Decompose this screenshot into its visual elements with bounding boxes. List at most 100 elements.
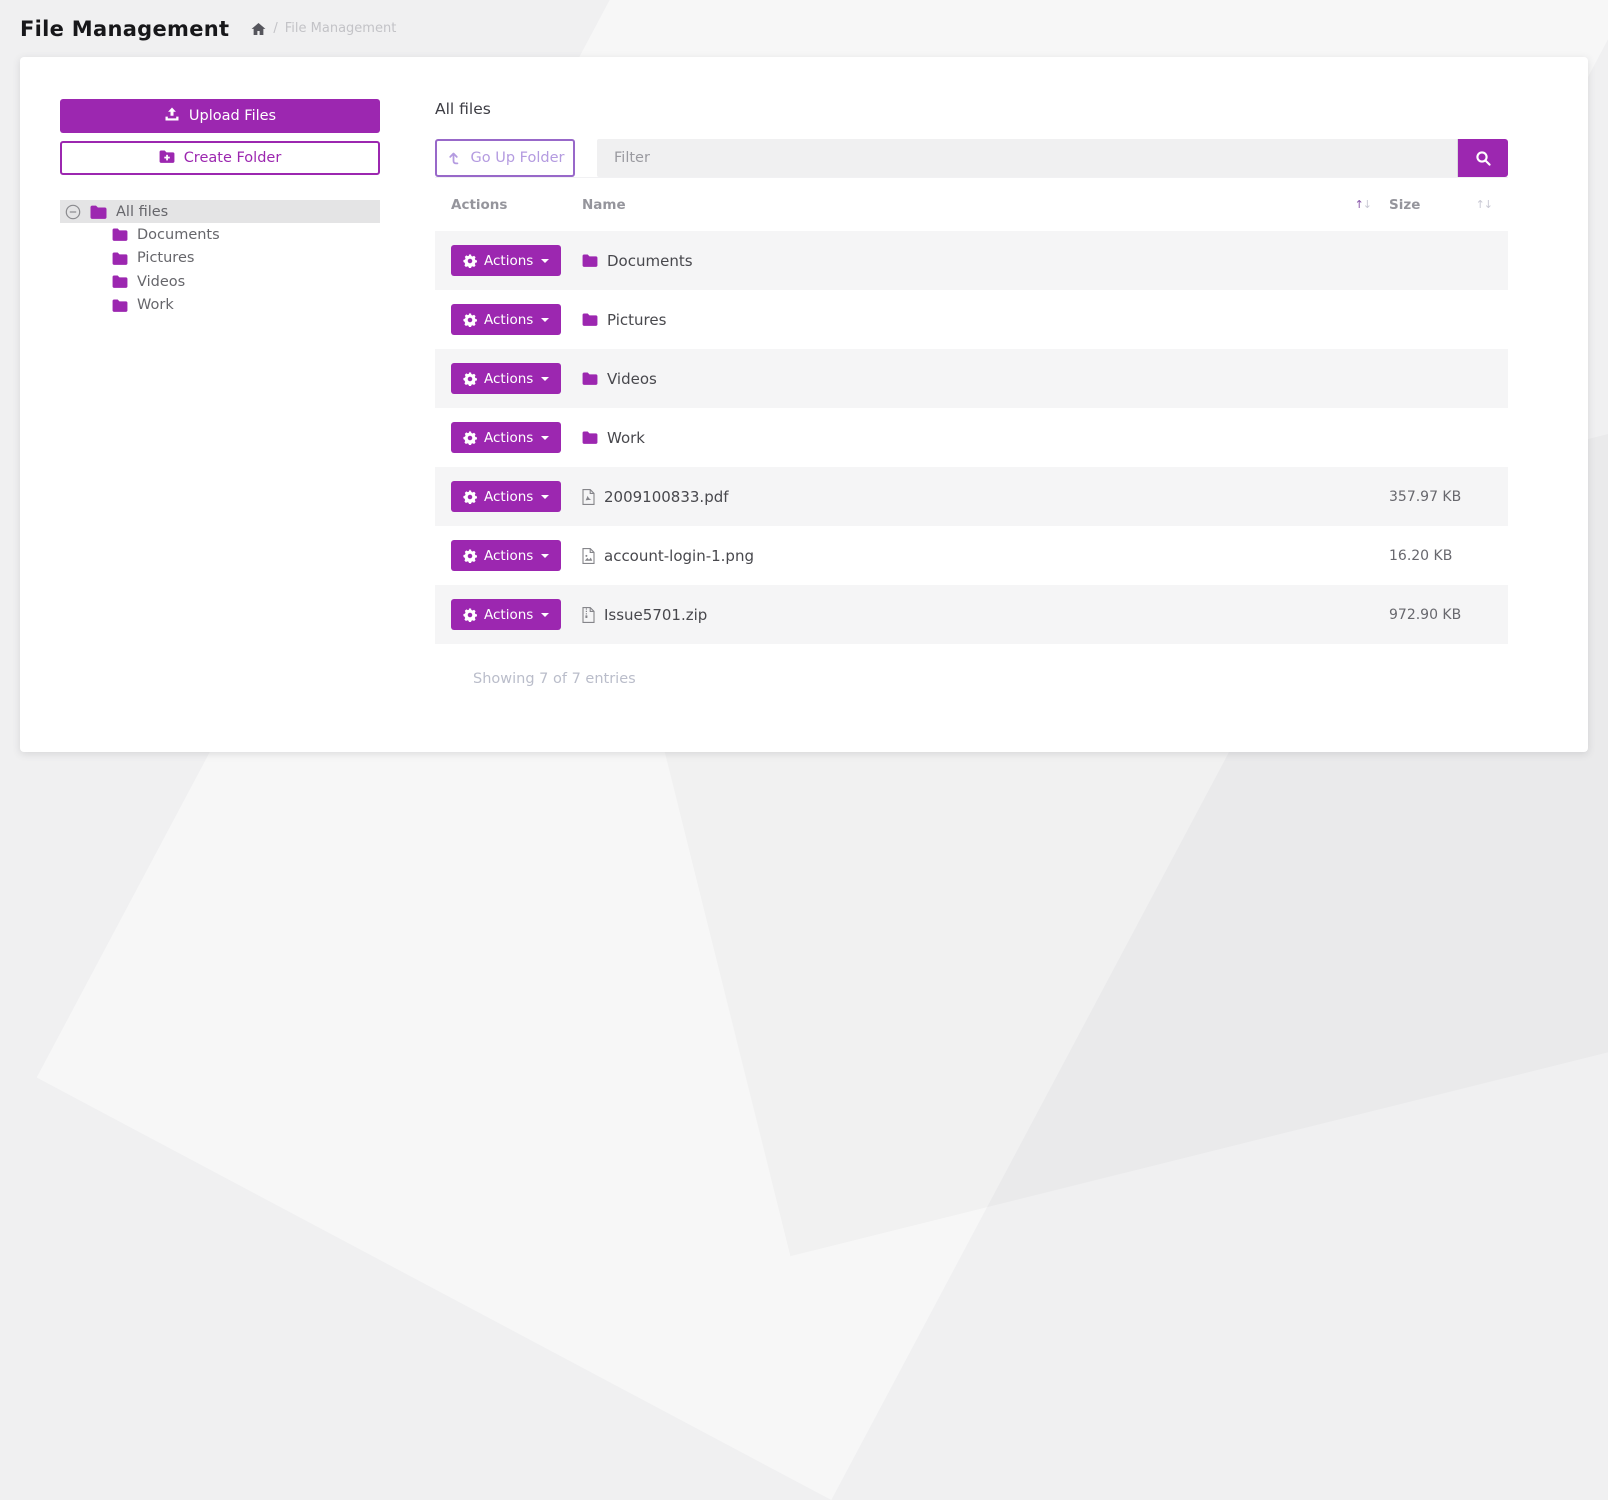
table-header: Actions Name ↑ ↓ Size ↑ ↓ <box>435 177 1508 231</box>
actions-button-label: Actions <box>484 547 534 564</box>
actions-button-label: Actions <box>484 252 534 269</box>
pdf-file-icon <box>582 488 595 505</box>
caret-down-icon <box>541 258 550 263</box>
table-row: Actions 2009100833.pdf 357.97 KB <box>435 467 1508 526</box>
table-row: Actions Pictures <box>435 290 1508 349</box>
actions-button-label: Actions <box>484 370 534 387</box>
entry-name[interactable]: account-login-1.png <box>604 546 754 565</box>
gear-icon <box>463 430 477 445</box>
image-file-icon <box>582 547 595 564</box>
gear-icon <box>463 548 477 563</box>
caret-down-icon <box>541 612 550 617</box>
column-header-size: Size <box>1389 196 1421 213</box>
breadcrumb-current: File Management <box>284 21 397 36</box>
column-header-actions: Actions <box>451 196 508 213</box>
search-icon <box>1475 150 1492 167</box>
entry-size: 357.97 KB <box>1389 488 1462 505</box>
filter-group <box>597 139 1508 177</box>
upload-files-label: Upload Files <box>188 108 277 124</box>
tree-item-label: All files <box>116 203 169 220</box>
entry-name[interactable]: Pictures <box>607 310 667 329</box>
table-row: Actions account-login-1.png 16.20 KB <box>435 526 1508 585</box>
caret-down-icon <box>541 553 550 558</box>
caret-down-icon <box>541 435 550 440</box>
entry-name[interactable]: Documents <box>607 251 693 270</box>
tree-item-videos[interactable]: Videos <box>112 270 380 294</box>
search-button[interactable] <box>1458 139 1508 177</box>
tree-item-all-files[interactable]: All files <box>60 200 380 223</box>
folder-icon <box>112 275 128 289</box>
entry-name[interactable]: Issue5701.zip <box>604 605 708 624</box>
column-header-name: Name <box>582 196 626 213</box>
table-row: Actions Issue5701.zip 972.90 KB <box>435 585 1508 644</box>
tree-item-documents[interactable]: Documents <box>112 223 380 247</box>
filter-input[interactable] <box>597 139 1458 177</box>
row-actions-button[interactable]: Actions <box>451 304 562 335</box>
upload-files-button[interactable]: Upload Files <box>60 99 380 133</box>
top-bar: File Management / File Management <box>0 0 1608 57</box>
sort-size-icon[interactable]: ↑ ↓ <box>1475 198 1493 211</box>
folder-plus-icon <box>159 150 175 167</box>
gear-icon <box>463 253 477 268</box>
file-manager-card: Upload Files Create Folder All files <box>20 57 1588 752</box>
breadcrumb-separator: / <box>273 21 278 36</box>
caret-down-icon <box>541 494 550 499</box>
file-list-panel: All files Go Up Folder Actions <box>435 99 1508 752</box>
page-title: File Management <box>20 16 230 41</box>
caret-down-icon <box>541 317 550 322</box>
folder-icon <box>582 431 598 444</box>
tree-item-label: Work <box>137 297 174 314</box>
file-table-body: Actions Documents Actions Pictures <box>435 231 1508 644</box>
tree-item-work[interactable]: Work <box>112 294 380 318</box>
go-up-folder-label: Go Up Folder <box>470 150 565 166</box>
entry-size: 16.20 KB <box>1389 547 1453 564</box>
row-actions-button[interactable]: Actions <box>451 422 562 453</box>
folder-icon <box>112 299 128 312</box>
row-actions-button[interactable]: Actions <box>451 540 562 571</box>
breadcrumb: / File Management <box>251 21 396 36</box>
tree-item-pictures[interactable]: Pictures <box>112 247 380 271</box>
zip-file-icon <box>582 606 595 623</box>
gear-icon <box>463 489 477 504</box>
folder-icon <box>112 252 128 265</box>
actions-button-label: Actions <box>484 606 534 623</box>
row-actions-button[interactable]: Actions <box>451 363 562 394</box>
gear-icon <box>463 607 477 622</box>
sidebar: Upload Files Create Folder All files <box>60 99 380 752</box>
sort-name-icon[interactable]: ↑ ↓ <box>1354 198 1372 211</box>
upload-icon <box>164 107 180 126</box>
tree-item-label: Videos <box>137 273 186 290</box>
go-up-folder-button[interactable]: Go Up Folder <box>435 139 575 177</box>
minus-circle-icon[interactable] <box>65 204 81 220</box>
gear-icon <box>463 371 477 386</box>
list-controls: Go Up Folder <box>435 139 1508 177</box>
entry-name[interactable]: Videos <box>607 369 657 388</box>
caret-down-icon <box>541 376 550 381</box>
tree-item-label: Documents <box>137 226 220 243</box>
create-folder-button[interactable]: Create Folder <box>60 141 380 175</box>
gear-icon <box>463 312 477 327</box>
folder-icon <box>90 205 107 219</box>
folder-icon <box>582 372 598 385</box>
actions-button-label: Actions <box>484 488 534 505</box>
row-actions-button[interactable]: Actions <box>451 599 562 630</box>
entry-name[interactable]: Work <box>607 428 645 447</box>
table-row: Actions Videos <box>435 349 1508 408</box>
entry-size: 972.90 KB <box>1389 606 1462 623</box>
actions-button-label: Actions <box>484 429 534 446</box>
entry-name[interactable]: 2009100833.pdf <box>604 487 729 506</box>
folder-tree: All files Documents Pictures Videos <box>60 200 380 317</box>
table-row: Actions Documents <box>435 231 1508 290</box>
row-actions-button[interactable]: Actions <box>451 481 562 512</box>
folder-icon <box>112 228 128 242</box>
row-actions-button[interactable]: Actions <box>451 245 562 276</box>
entries-count: Showing 7 of 7 entries <box>473 671 636 687</box>
current-folder-title: All files <box>435 100 491 118</box>
folder-icon <box>582 313 598 326</box>
home-icon[interactable] <box>251 22 266 36</box>
create-folder-label: Create Folder <box>183 150 282 166</box>
arrow-up-icon <box>446 151 461 166</box>
actions-button-label: Actions <box>484 311 534 328</box>
folder-icon <box>582 254 598 267</box>
tree-item-label: Pictures <box>137 250 195 267</box>
